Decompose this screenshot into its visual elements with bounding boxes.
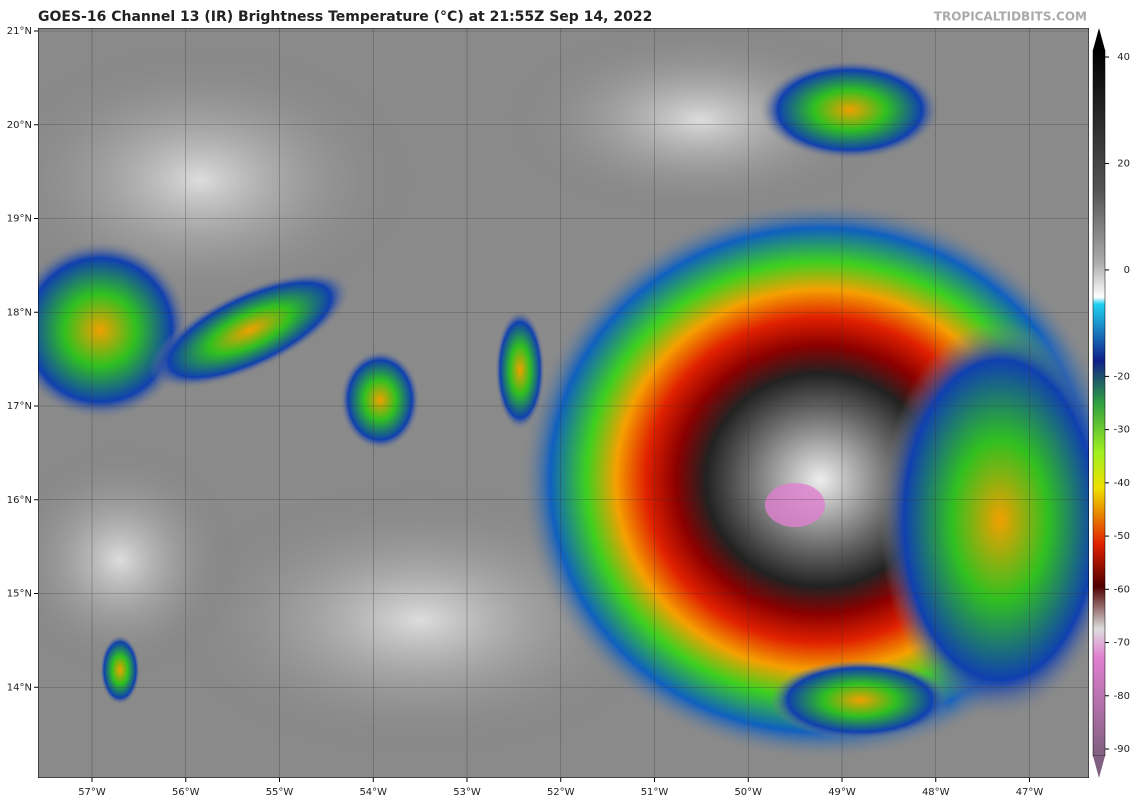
- credit: TROPICALTIDBITS.COM: [934, 10, 1087, 24]
- graticule: [34, 28, 1089, 782]
- colorbar-label: -70: [1114, 638, 1130, 649]
- colorbar-extend-bottom: [1093, 756, 1105, 778]
- colorbar-label: -90: [1114, 744, 1130, 755]
- colorbar-label: -60: [1114, 584, 1130, 595]
- colorbar-label: -30: [1114, 425, 1130, 436]
- lat-label: 17°N: [7, 401, 32, 412]
- lon-label: 57°W: [78, 787, 106, 798]
- title: GOES-16 Channel 13 (IR) Brightness Tempe…: [38, 9, 652, 25]
- lon-label: 52°W: [547, 787, 575, 798]
- colorbar-label: 40: [1117, 52, 1130, 63]
- lat-label: 15°N: [7, 589, 32, 600]
- lon-label: 50°W: [734, 787, 762, 798]
- colorbar-label: -40: [1114, 478, 1130, 489]
- colorbar-label: -20: [1114, 371, 1130, 382]
- lat-label: 21°N: [7, 26, 32, 37]
- lon-label: 49°W: [828, 787, 856, 798]
- colorbar-label: -50: [1114, 531, 1130, 542]
- lon-label: 47°W: [1016, 787, 1044, 798]
- colorbar: [1092, 49, 1106, 757]
- lat-label: 14°N: [7, 682, 32, 693]
- lon-label: 54°W: [359, 787, 387, 798]
- lat-label: 20°N: [7, 120, 32, 131]
- colorbar-label: 20: [1117, 158, 1130, 169]
- lon-label: 55°W: [266, 787, 294, 798]
- lat-label: 18°N: [7, 307, 32, 318]
- imagery: [38, 28, 1089, 778]
- lon-label: 53°W: [453, 787, 481, 798]
- colorbar-label: -80: [1114, 691, 1130, 702]
- colorbar-extend-top: [1093, 28, 1105, 50]
- lon-label: 56°W: [172, 787, 200, 798]
- lat-label: 16°N: [7, 495, 32, 506]
- lon-label: 51°W: [641, 787, 669, 798]
- lon-label: 48°W: [922, 787, 950, 798]
- lat-label: 19°N: [7, 214, 32, 225]
- colorbar-label: 0: [1124, 265, 1130, 276]
